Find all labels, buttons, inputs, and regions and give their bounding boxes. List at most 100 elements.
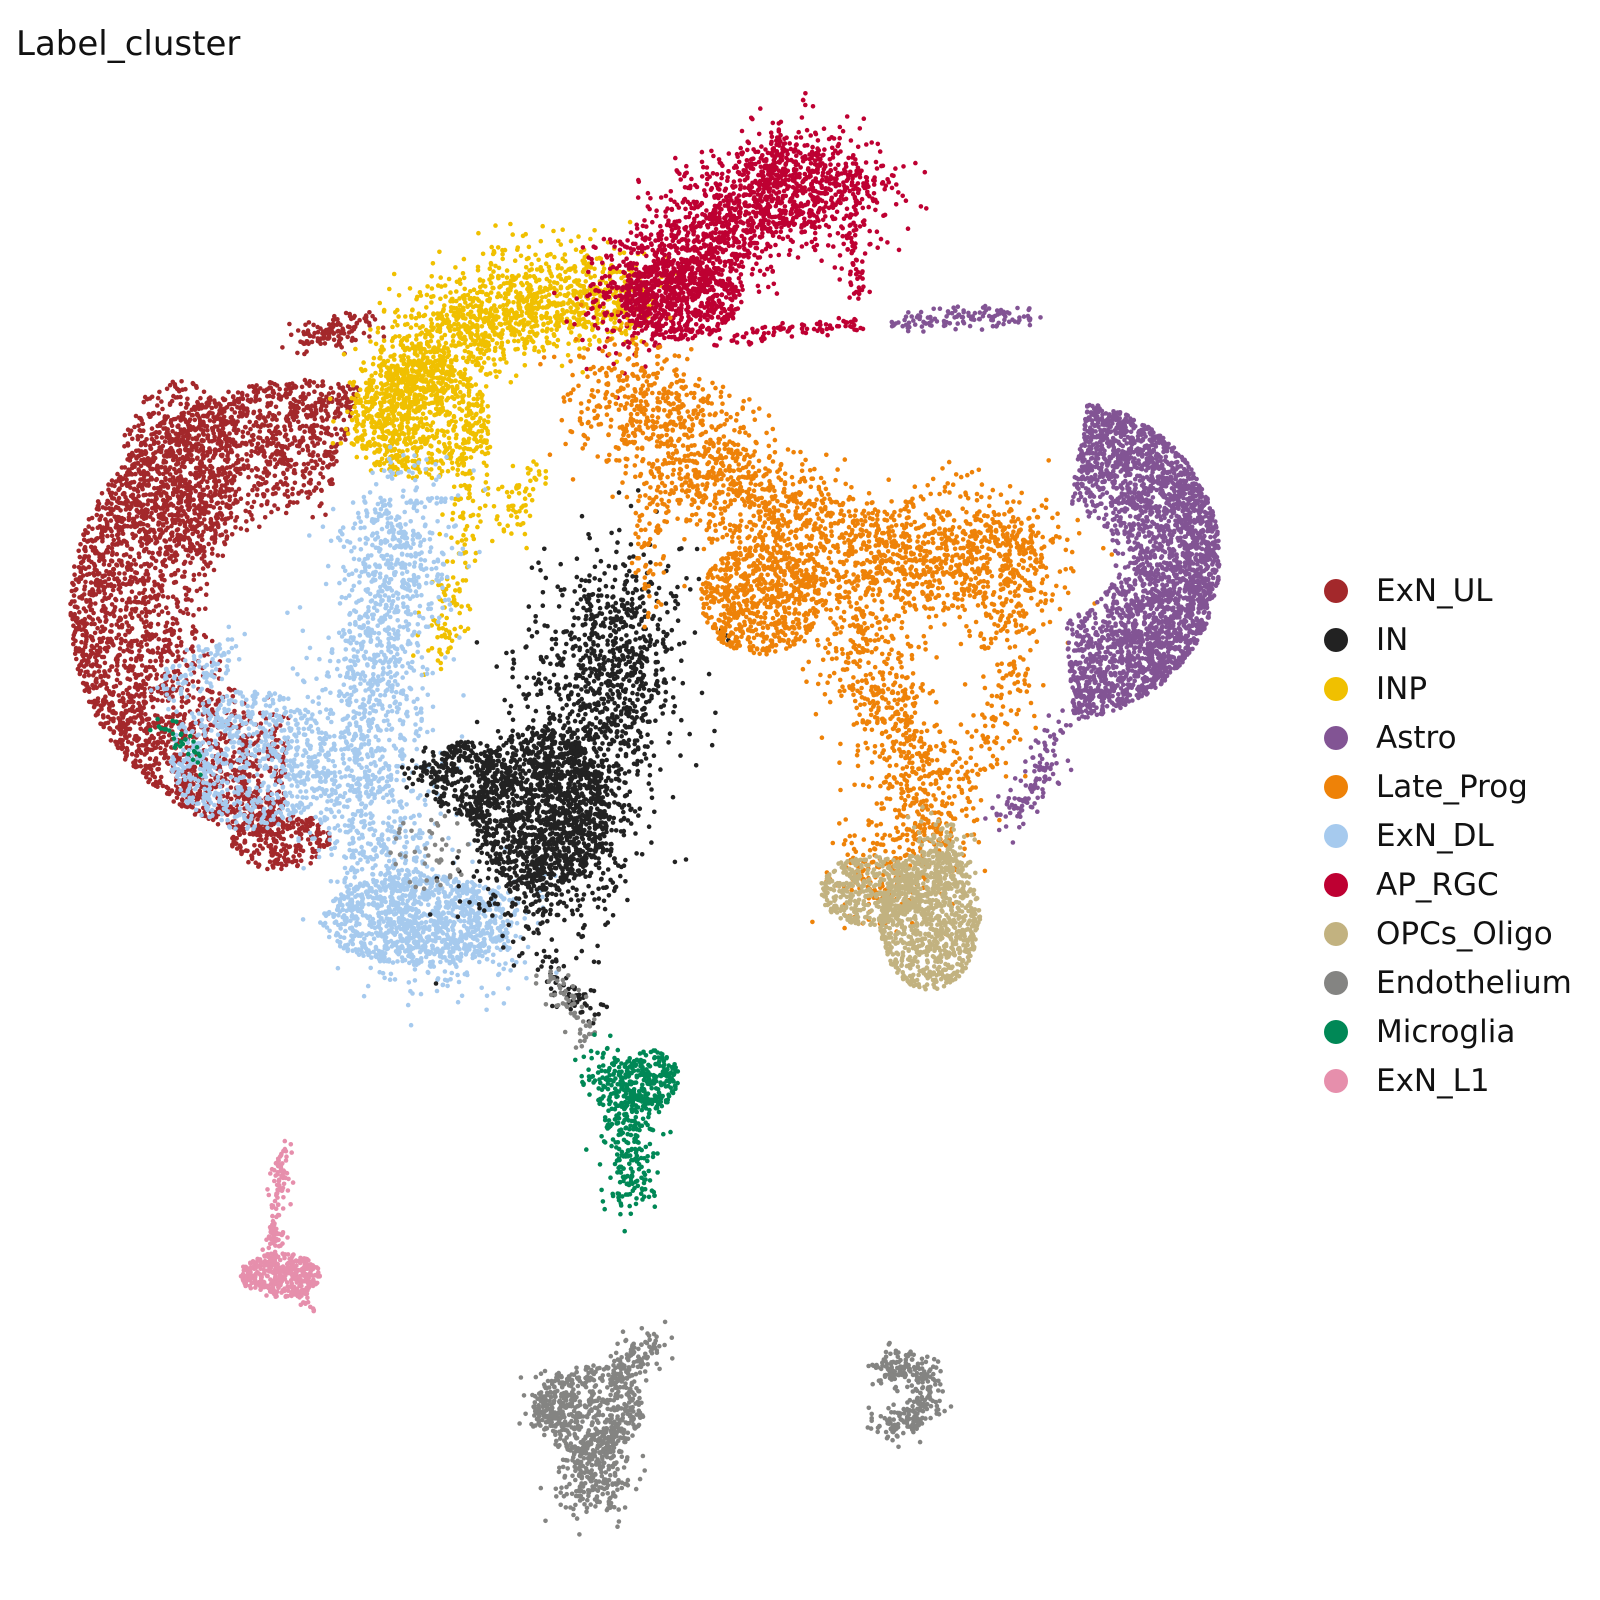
data-point <box>140 719 145 724</box>
data-point <box>290 491 295 497</box>
data-point <box>138 709 144 714</box>
data-point <box>329 477 335 482</box>
data-point <box>181 460 186 465</box>
data-point <box>272 473 278 479</box>
data-point <box>101 603 106 609</box>
data-point <box>116 716 121 721</box>
data-point <box>290 414 296 420</box>
data-point <box>158 745 163 751</box>
data-point <box>103 506 108 511</box>
data-point <box>301 331 307 337</box>
data-point <box>314 462 320 468</box>
data-point <box>255 467 260 472</box>
data-point <box>132 709 137 714</box>
data-point <box>221 397 227 403</box>
data-point <box>281 754 286 760</box>
data-point <box>116 495 122 501</box>
data-point <box>230 754 236 759</box>
data-point <box>340 328 346 333</box>
data-point <box>573 247 579 252</box>
data-point <box>139 610 145 615</box>
data-point <box>168 450 174 456</box>
data-point <box>117 571 122 576</box>
data-point <box>135 642 141 648</box>
data-point <box>179 797 185 802</box>
data-point <box>257 408 263 414</box>
data-point <box>172 478 178 484</box>
data-point <box>312 330 317 336</box>
data-point <box>272 413 278 419</box>
data-point <box>96 587 101 593</box>
data-point <box>250 517 255 522</box>
data-point <box>443 294 448 299</box>
data-point <box>185 553 191 558</box>
data-point <box>125 564 130 570</box>
data-point <box>231 394 236 399</box>
data-point <box>140 421 145 427</box>
data-point <box>235 419 240 424</box>
data-point <box>174 527 180 533</box>
data-point <box>148 673 153 678</box>
data-point <box>194 470 199 476</box>
data-point <box>201 464 207 469</box>
data-point <box>163 624 169 629</box>
data-point <box>119 528 125 534</box>
data-point <box>163 552 168 557</box>
data-point <box>143 471 148 477</box>
data-point <box>166 791 172 797</box>
data-point <box>316 837 322 843</box>
data-point <box>152 579 157 585</box>
data-point <box>254 474 259 479</box>
data-point <box>103 694 108 699</box>
data-point <box>137 758 143 764</box>
data-point <box>268 422 273 428</box>
data-point <box>120 742 125 747</box>
data-point <box>176 635 182 641</box>
data-point <box>508 315 514 321</box>
data-point <box>271 836 276 842</box>
data-point <box>168 556 173 561</box>
data-point <box>110 541 115 547</box>
data-point <box>150 665 155 670</box>
data-point <box>130 668 135 673</box>
data-point <box>296 405 301 411</box>
data-point <box>288 427 294 433</box>
data-point <box>180 414 186 420</box>
data-point <box>516 338 521 344</box>
data-point <box>462 367 468 372</box>
data-point <box>357 387 363 393</box>
data-point <box>285 461 290 467</box>
data-point <box>100 552 106 557</box>
data-point <box>172 466 177 472</box>
data-point <box>200 447 206 453</box>
data-point <box>493 223 498 228</box>
data-point <box>331 337 337 343</box>
data-point <box>86 655 92 660</box>
data-point <box>316 829 321 835</box>
data-point <box>331 331 336 336</box>
data-point <box>429 286 435 291</box>
data-point <box>215 500 221 506</box>
data-point <box>175 713 180 719</box>
data-point <box>206 541 211 547</box>
data-point <box>158 484 163 490</box>
data-point <box>272 859 277 864</box>
data-point <box>142 624 148 630</box>
data-point <box>212 534 218 540</box>
data-point <box>317 396 322 402</box>
data-point <box>131 535 136 541</box>
data-point <box>468 295 474 301</box>
data-point <box>306 391 312 397</box>
data-point <box>228 401 234 407</box>
data-point <box>163 539 169 544</box>
data-point <box>223 489 228 495</box>
data-point <box>151 608 157 614</box>
data-point <box>278 457 283 462</box>
data-point <box>259 826 264 831</box>
data-point <box>156 636 162 642</box>
data-point <box>345 409 350 415</box>
data-point <box>208 489 213 495</box>
data-point <box>270 433 276 439</box>
data-point <box>116 693 122 698</box>
data-point <box>167 495 173 501</box>
